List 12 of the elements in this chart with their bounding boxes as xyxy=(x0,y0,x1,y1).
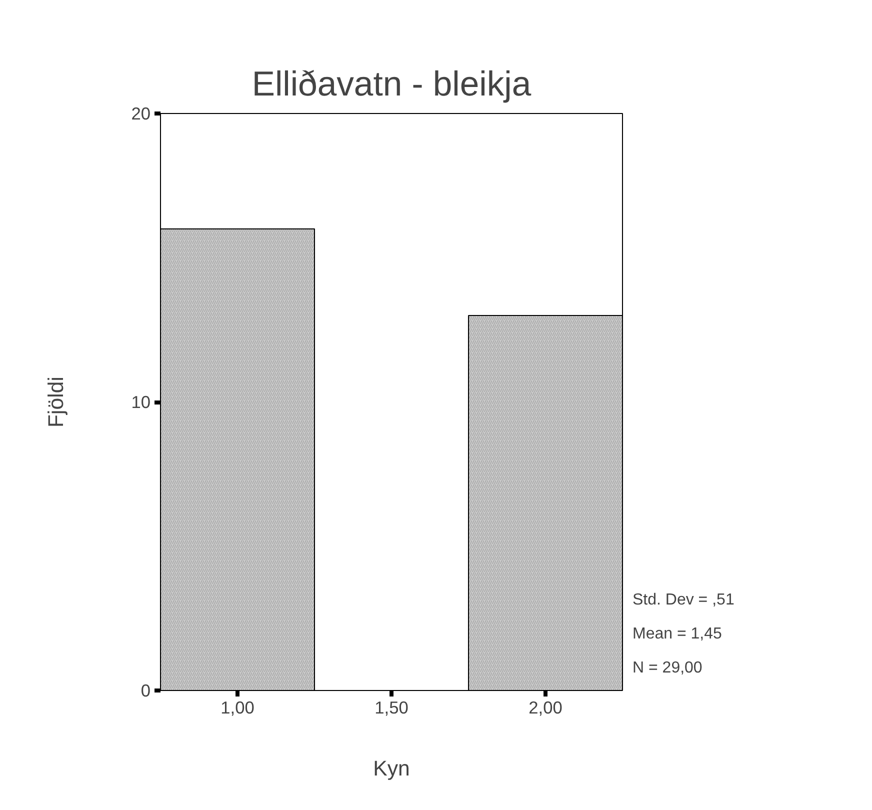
y-tick-label: 0 xyxy=(140,680,151,700)
x-axis-title: Kyn xyxy=(373,756,410,780)
chart-title: Elliðavatn - bleikja xyxy=(252,66,532,104)
y-tick-label: 10 xyxy=(131,392,151,412)
x-tick-label: 2,00 xyxy=(528,698,562,718)
text: N = 29,00 xyxy=(632,660,702,676)
y-tick-label: 20 xyxy=(131,104,151,124)
y-axis-title: Fjöldi xyxy=(44,376,68,428)
x-tick-label: 1,50 xyxy=(374,698,408,718)
text: Mean = 1,45 xyxy=(632,626,722,642)
text: Std. Dev = ,51 xyxy=(632,592,734,608)
x-tick-label: 1,00 xyxy=(220,698,254,718)
